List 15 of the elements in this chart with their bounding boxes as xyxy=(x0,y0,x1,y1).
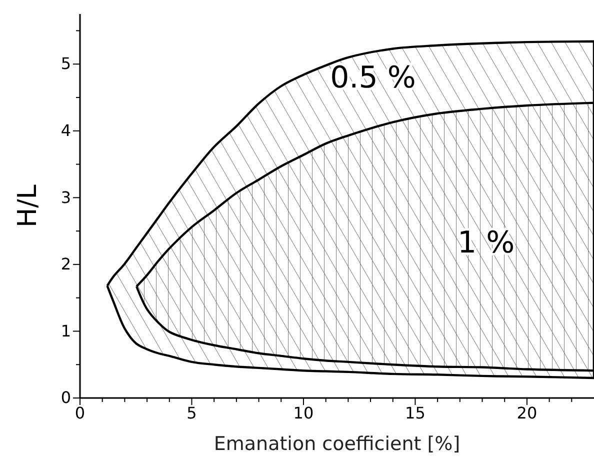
x-tick-label: 0 xyxy=(74,403,86,422)
y-tick-label: 3 xyxy=(60,188,71,207)
y-tick-label: 2 xyxy=(60,254,71,274)
y-tick-label: 5 xyxy=(60,54,71,74)
x-tick-label: 5 xyxy=(186,403,197,422)
series-label: 1 % xyxy=(457,226,515,261)
y-tick-label: 0 xyxy=(60,388,71,408)
x-tick-label: 10 xyxy=(293,403,314,422)
y-tick-label: 4 xyxy=(60,120,71,140)
y-axis-title: H/L xyxy=(13,184,43,228)
series-label: 0.5 % xyxy=(330,60,416,96)
x-tick-label: 20 xyxy=(516,403,538,422)
x-tick-label: 15 xyxy=(405,403,426,422)
x-axis-title: Emanation coefficient [%] xyxy=(214,433,460,455)
y-tick-label: 1 xyxy=(60,321,71,340)
